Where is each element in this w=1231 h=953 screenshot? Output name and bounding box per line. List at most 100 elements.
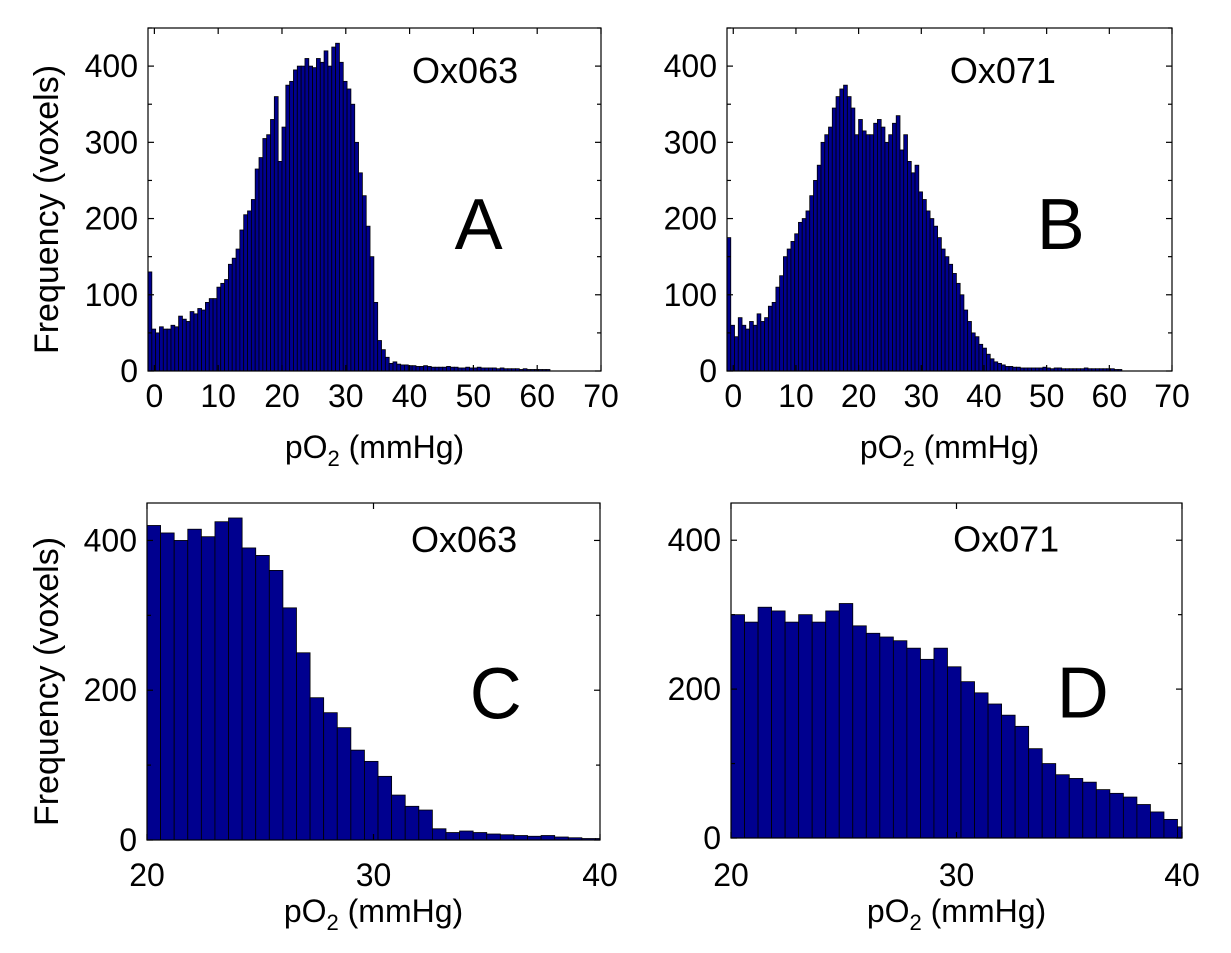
- bar: [899, 149, 905, 372]
- bar: [907, 160, 912, 372]
- x-tick-label: 20: [264, 378, 300, 414]
- bar: [159, 326, 164, 372]
- bar: [944, 256, 950, 372]
- y-tick-label: 400: [668, 522, 721, 558]
- bar: [948, 263, 954, 372]
- bar: [335, 42, 340, 372]
- sample-label: Ox063: [411, 519, 517, 560]
- bar: [1163, 818, 1178, 839]
- bar: [214, 521, 229, 841]
- y-tick-label: 0: [703, 820, 721, 856]
- bar: [880, 126, 886, 372]
- bar: [1136, 804, 1151, 839]
- bar: [384, 356, 390, 372]
- x-tick-label: 70: [1154, 378, 1190, 414]
- bar: [247, 210, 252, 372]
- bar: [783, 256, 788, 372]
- bar: [513, 835, 528, 841]
- bar: [784, 621, 800, 839]
- bar: [734, 336, 739, 372]
- bar: [997, 362, 1002, 372]
- bar: [228, 517, 243, 841]
- bar: [178, 315, 183, 372]
- panel-letter: B: [1037, 185, 1085, 265]
- x-tick-label: 40: [392, 378, 428, 414]
- bar: [937, 237, 942, 372]
- x-tick-label: 50: [1029, 378, 1065, 414]
- x-tick-label: 60: [519, 378, 555, 414]
- y-tick-label: 300: [85, 124, 138, 160]
- sample-label: Ox071: [950, 50, 1056, 91]
- bar: [540, 835, 556, 841]
- plot-frame: [726, 27, 1173, 372]
- bar: [189, 311, 195, 372]
- bar: [947, 666, 962, 839]
- bar: [940, 248, 946, 372]
- bar: [906, 647, 921, 839]
- bar: [757, 606, 772, 839]
- x-tick-label: 10: [778, 378, 814, 414]
- bar: [1004, 366, 1010, 372]
- x-tick-label: 60: [1092, 378, 1128, 414]
- y-tick-label: 100: [85, 277, 138, 313]
- x-tick-label: 30: [903, 378, 939, 414]
- bar: [331, 46, 336, 372]
- bar: [730, 324, 735, 372]
- bar: [760, 321, 766, 372]
- bar: [187, 528, 202, 841]
- panel-letter: A: [455, 185, 503, 265]
- bar: [296, 652, 311, 841]
- bar: [730, 614, 745, 839]
- bar: [231, 257, 237, 372]
- bar: [241, 547, 257, 841]
- bar: [865, 632, 881, 839]
- bar: [854, 134, 860, 372]
- bar: [920, 658, 935, 839]
- bar: [910, 172, 916, 372]
- bar: [779, 275, 784, 372]
- y-tick-label: 200: [664, 201, 717, 237]
- bar: [262, 138, 268, 372]
- bar: [296, 65, 302, 372]
- bar: [933, 647, 948, 839]
- bar: [895, 115, 901, 372]
- bar: [407, 365, 413, 372]
- bar: [266, 134, 271, 372]
- x-tick-label: 10: [200, 378, 236, 414]
- bar: [737, 317, 743, 372]
- bar: [989, 358, 995, 372]
- bar: [312, 67, 317, 372]
- bar: [170, 324, 176, 372]
- sample-label: Ox071: [953, 519, 1059, 560]
- x-tick-label: 30: [939, 857, 975, 893]
- bar: [319, 61, 325, 372]
- y-tick-label: 0: [699, 353, 717, 389]
- x-tick-label: 20: [713, 857, 749, 893]
- bar: [377, 775, 393, 841]
- x-axis-label: pO2 (mmHg): [860, 429, 1039, 471]
- bar: [811, 621, 827, 839]
- bar: [346, 88, 352, 372]
- bar: [193, 313, 199, 372]
- bar: [846, 96, 852, 372]
- bar: [289, 80, 294, 372]
- bar: [342, 80, 348, 372]
- bar: [790, 241, 796, 372]
- y-tick-label: 0: [120, 353, 138, 389]
- bar: [798, 614, 813, 839]
- bar: [959, 294, 965, 372]
- y-tick-label: 400: [85, 48, 138, 84]
- bar: [308, 65, 314, 372]
- bar: [220, 282, 225, 372]
- bar: [339, 61, 344, 372]
- bar: [813, 180, 818, 372]
- bar: [884, 141, 890, 372]
- bar: [323, 712, 338, 841]
- bar: [358, 172, 363, 372]
- bar: [967, 321, 972, 372]
- bar: [873, 122, 878, 372]
- bar: [227, 263, 233, 372]
- bar: [316, 58, 321, 372]
- bar: [771, 610, 786, 839]
